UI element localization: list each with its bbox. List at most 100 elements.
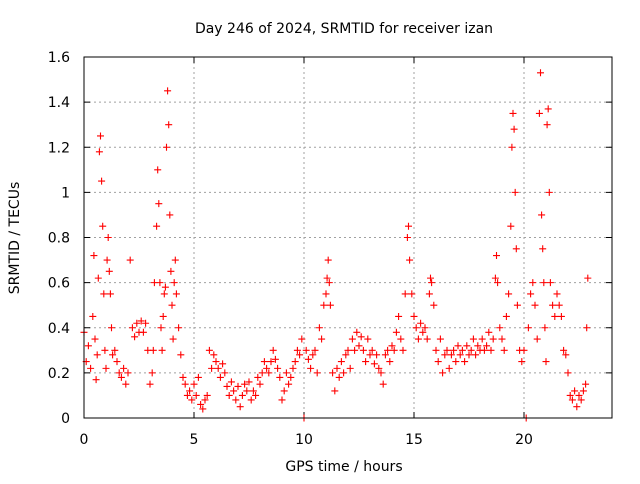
data-point — [87, 364, 95, 372]
data-point — [375, 364, 383, 372]
data-point — [395, 312, 403, 320]
data-point — [397, 335, 405, 343]
data-point — [315, 324, 323, 332]
data-point — [454, 342, 462, 350]
data-point — [219, 360, 227, 368]
data-point — [381, 351, 389, 359]
data-point — [474, 342, 482, 350]
data-point — [388, 342, 396, 350]
data-point — [95, 148, 103, 156]
data-point — [384, 346, 392, 354]
data-point — [169, 335, 177, 343]
data-point — [120, 364, 128, 372]
data-point — [568, 396, 576, 404]
data-point — [541, 324, 549, 332]
data-point — [91, 335, 99, 343]
data-point — [161, 283, 169, 291]
x-tick-label: 20 — [515, 432, 533, 448]
x-tick-label: 0 — [80, 432, 89, 448]
y-tick-label: 1 — [61, 185, 70, 201]
data-point — [154, 166, 162, 174]
data-point — [540, 279, 548, 287]
data-point — [524, 324, 532, 332]
y-tick-label: 0.6 — [48, 276, 70, 292]
data-point — [557, 312, 565, 320]
data-point — [234, 382, 242, 390]
data-point — [102, 364, 110, 372]
data-point — [465, 351, 473, 359]
data-point — [194, 373, 202, 381]
data-point — [406, 256, 414, 264]
data-point — [323, 274, 331, 282]
data-point — [439, 369, 447, 377]
data-point — [441, 351, 449, 359]
data-point — [274, 364, 282, 372]
data-point — [271, 355, 279, 363]
data-point — [156, 279, 164, 287]
data-point — [282, 369, 290, 377]
data-point — [366, 351, 374, 359]
data-point — [543, 121, 551, 129]
data-point — [542, 358, 550, 366]
data-point — [291, 358, 299, 366]
data-point — [245, 378, 253, 386]
data-point — [491, 274, 499, 282]
data-point — [171, 256, 179, 264]
data-point — [583, 324, 591, 332]
data-point — [510, 125, 518, 133]
data-point — [247, 396, 255, 404]
data-point — [205, 346, 213, 354]
data-point — [502, 312, 510, 320]
data-point — [170, 279, 178, 287]
data-point — [280, 387, 288, 395]
data-point — [373, 351, 381, 359]
data-point — [133, 319, 141, 327]
data-point — [94, 274, 102, 282]
data-point — [100, 290, 108, 298]
data-point — [489, 335, 497, 343]
data-point — [539, 245, 547, 253]
data-point — [428, 279, 436, 287]
data-point — [192, 391, 200, 399]
data-point — [322, 290, 330, 298]
data-point — [252, 391, 260, 399]
data-point — [417, 319, 425, 327]
data-point — [165, 121, 173, 129]
data-point — [175, 324, 183, 332]
data-point — [551, 312, 559, 320]
data-point — [159, 312, 167, 320]
data-point — [131, 333, 139, 341]
data-point — [249, 387, 257, 395]
y-tick-label: 1.6 — [48, 50, 70, 66]
data-point — [333, 364, 341, 372]
data-point — [463, 342, 471, 350]
data-point — [167, 267, 175, 275]
data-point — [142, 319, 150, 327]
data-point — [472, 351, 480, 359]
data-point — [362, 358, 370, 366]
data-point — [122, 380, 130, 388]
data-point — [452, 358, 460, 366]
data-point — [265, 369, 273, 377]
data-point — [498, 335, 506, 343]
data-point — [115, 369, 123, 377]
data-point — [221, 369, 229, 377]
data-point — [260, 358, 268, 366]
data-point — [309, 351, 317, 359]
data-point — [214, 364, 222, 372]
data-point — [423, 335, 431, 343]
data-point — [139, 328, 147, 336]
data-point — [485, 328, 493, 336]
data-point — [379, 380, 387, 388]
data-point — [146, 380, 154, 388]
x-tick-label: 5 — [190, 432, 199, 448]
y-axis-ticks: 0 0.2 0.4 0.6 0.8 1 1.2 1.4 1.6 — [48, 50, 612, 427]
data-point — [564, 369, 572, 377]
data-point — [124, 369, 132, 377]
data-point — [155, 200, 163, 208]
data-point — [571, 387, 579, 395]
data-point — [357, 333, 365, 341]
data-point — [93, 351, 101, 359]
data-point — [342, 351, 350, 359]
